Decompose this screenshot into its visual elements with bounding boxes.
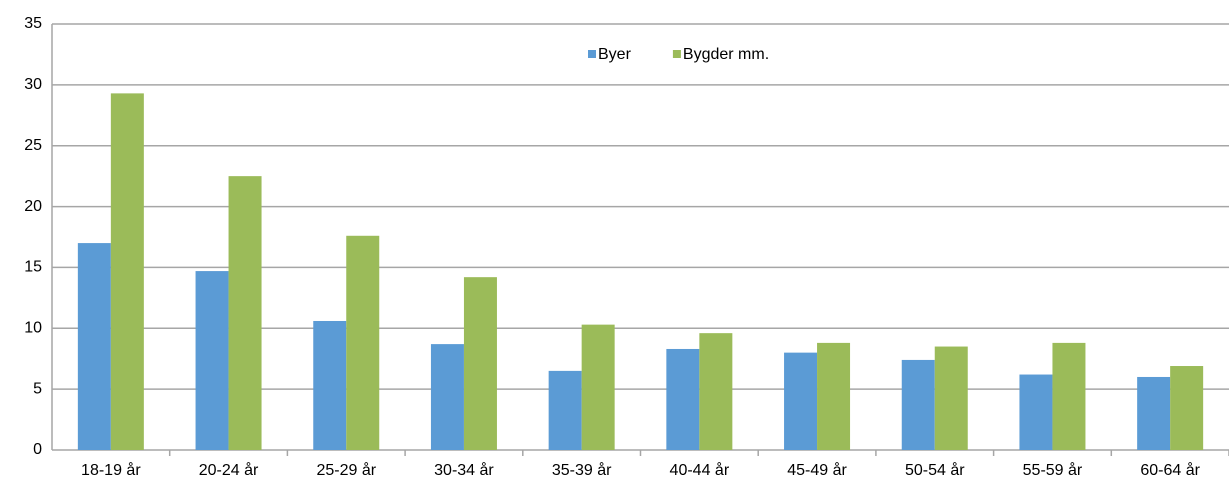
x-tick-label: 18-19 år [81,461,141,479]
bar [934,346,968,450]
y-tick-label: 20 [24,198,42,215]
legend-swatch [672,50,681,58]
bar [110,93,144,451]
y-tick-label: 5 [33,380,42,397]
bar [313,320,347,450]
legend-label: Bygder mm. [683,46,769,63]
x-tick-label: 45-49 år [787,461,847,479]
legend-swatch [588,50,596,58]
bar [666,348,700,450]
bar [228,176,262,450]
x-tick-label: 30-34 år [434,461,494,479]
x-tick-label: 35-39 år [552,461,612,479]
bar [195,271,229,450]
bar [1052,342,1086,450]
x-tick-label: 40-44 år [670,461,730,479]
y-tick-label: 25 [24,137,42,154]
x-tick-label: 55-59 år [1023,461,1083,479]
x-tick-label: 50-54 år [905,461,965,479]
y-tick-label: 10 [24,320,42,337]
bar [1170,366,1204,450]
y-tick-label: 30 [24,76,42,93]
y-tick-label: 35 [24,15,42,32]
bar [581,324,615,450]
bar [901,359,935,450]
bar [1137,376,1171,450]
y-tick-label: 15 [24,259,42,276]
bar [817,342,851,450]
bar [463,277,497,450]
x-tick-label: 20-24 år [199,461,259,479]
x-tick-label: 60-64 år [1140,461,1200,479]
bar [1019,374,1053,450]
bar [430,344,464,450]
y-tick-label: 0 [33,441,42,458]
legend-label: Byer [598,46,632,63]
bar [784,352,818,450]
bar [77,243,111,450]
bar [346,235,380,450]
bar [548,370,582,450]
bar [699,333,733,450]
x-tick-label: 25-29 år [316,461,376,479]
